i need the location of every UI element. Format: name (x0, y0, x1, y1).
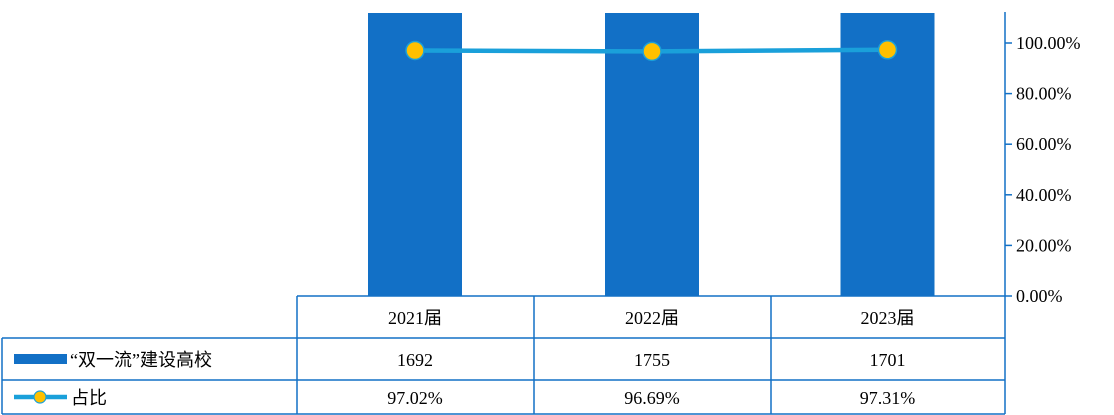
table-header-cell: 2023届 (861, 308, 915, 328)
right-axis-tick-label: 100.00% (1016, 33, 1081, 53)
line-point-2023届 (877, 40, 898, 60)
right-axis-tick-label: 40.00% (1016, 185, 1072, 205)
table-cell: 1701 (870, 350, 906, 370)
table-cell: 1692 (397, 350, 433, 370)
right-axis: 0.00% 20.00% 40.00% 60.00% 80.00% 100.00% (1004, 12, 1081, 306)
bar-2023届 (840, 13, 935, 296)
legend-bar-label: “双一流”建设高校 (70, 350, 212, 370)
table-cell: 97.31% (860, 388, 916, 408)
table-cell: 96.69% (624, 388, 680, 408)
right-axis-tick-label: 60.00% (1016, 134, 1072, 154)
legend-line-marker (33, 390, 47, 404)
table-cell: 1755 (634, 350, 670, 370)
table-header-cell: 2022届 (625, 308, 679, 328)
legend-bar-swatch (14, 354, 67, 364)
legend-line-label: 占比 (71, 388, 107, 408)
line-group (405, 40, 898, 62)
right-axis-tick-label: 0.00% (1016, 286, 1063, 306)
table-header-cell: 2021届 (388, 308, 442, 328)
data-table: 2021届 2022届 2023届 “双一流”建设高校 1692 1755 1701 占比 97… (1, 295, 1006, 415)
table-cell: 97.02% (387, 388, 443, 408)
line-point-2022届 (642, 41, 662, 62)
right-axis-tick-label: 20.00% (1016, 235, 1072, 255)
right-axis-tick-label: 80.00% (1016, 84, 1072, 104)
line-point-2021届 (405, 40, 425, 61)
